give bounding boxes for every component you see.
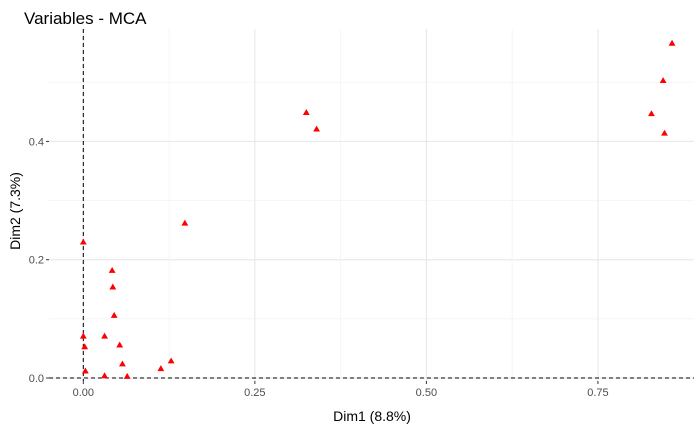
y-tick-label: 0.0 [29, 373, 44, 385]
x-tick-label: 0.75 [587, 387, 608, 399]
x-axis-title: Dim1 (8.8%) [333, 408, 411, 424]
data-point [109, 283, 117, 290]
data-point [157, 365, 165, 372]
data-point [181, 219, 189, 226]
data-point [661, 129, 668, 136]
y-tick-label: 0.4 [29, 136, 44, 148]
x-tick-label: 0.25 [244, 387, 265, 399]
x-tick-label: 0.00 [73, 387, 94, 399]
data-point [101, 372, 108, 379]
data-point [79, 332, 87, 339]
data-point [302, 109, 310, 115]
y-tick-label: 0.2 [29, 255, 44, 267]
chart-title: Variables - MCA [24, 9, 147, 28]
data-point [101, 332, 108, 339]
data-point [116, 341, 124, 348]
data-points [79, 39, 676, 379]
data-point [81, 367, 89, 374]
x-tick-label: 0.50 [416, 387, 437, 399]
data-point [167, 357, 175, 364]
data-point [79, 238, 87, 245]
y-axis-title: Dim2 (7.3%) [7, 172, 23, 250]
reference-lines [49, 29, 694, 381]
data-point [668, 39, 676, 46]
data-point [313, 125, 321, 132]
data-point [81, 343, 89, 350]
y-axis-ticks: 0.0 0.2 0.4 [29, 136, 49, 385]
data-point [659, 77, 667, 84]
data-point [123, 372, 131, 379]
data-point [648, 110, 655, 117]
data-point [110, 311, 118, 318]
x-axis-ticks: 0.00 0.25 0.50 0.75 [73, 381, 609, 399]
data-point [119, 360, 126, 367]
data-point [108, 266, 116, 273]
